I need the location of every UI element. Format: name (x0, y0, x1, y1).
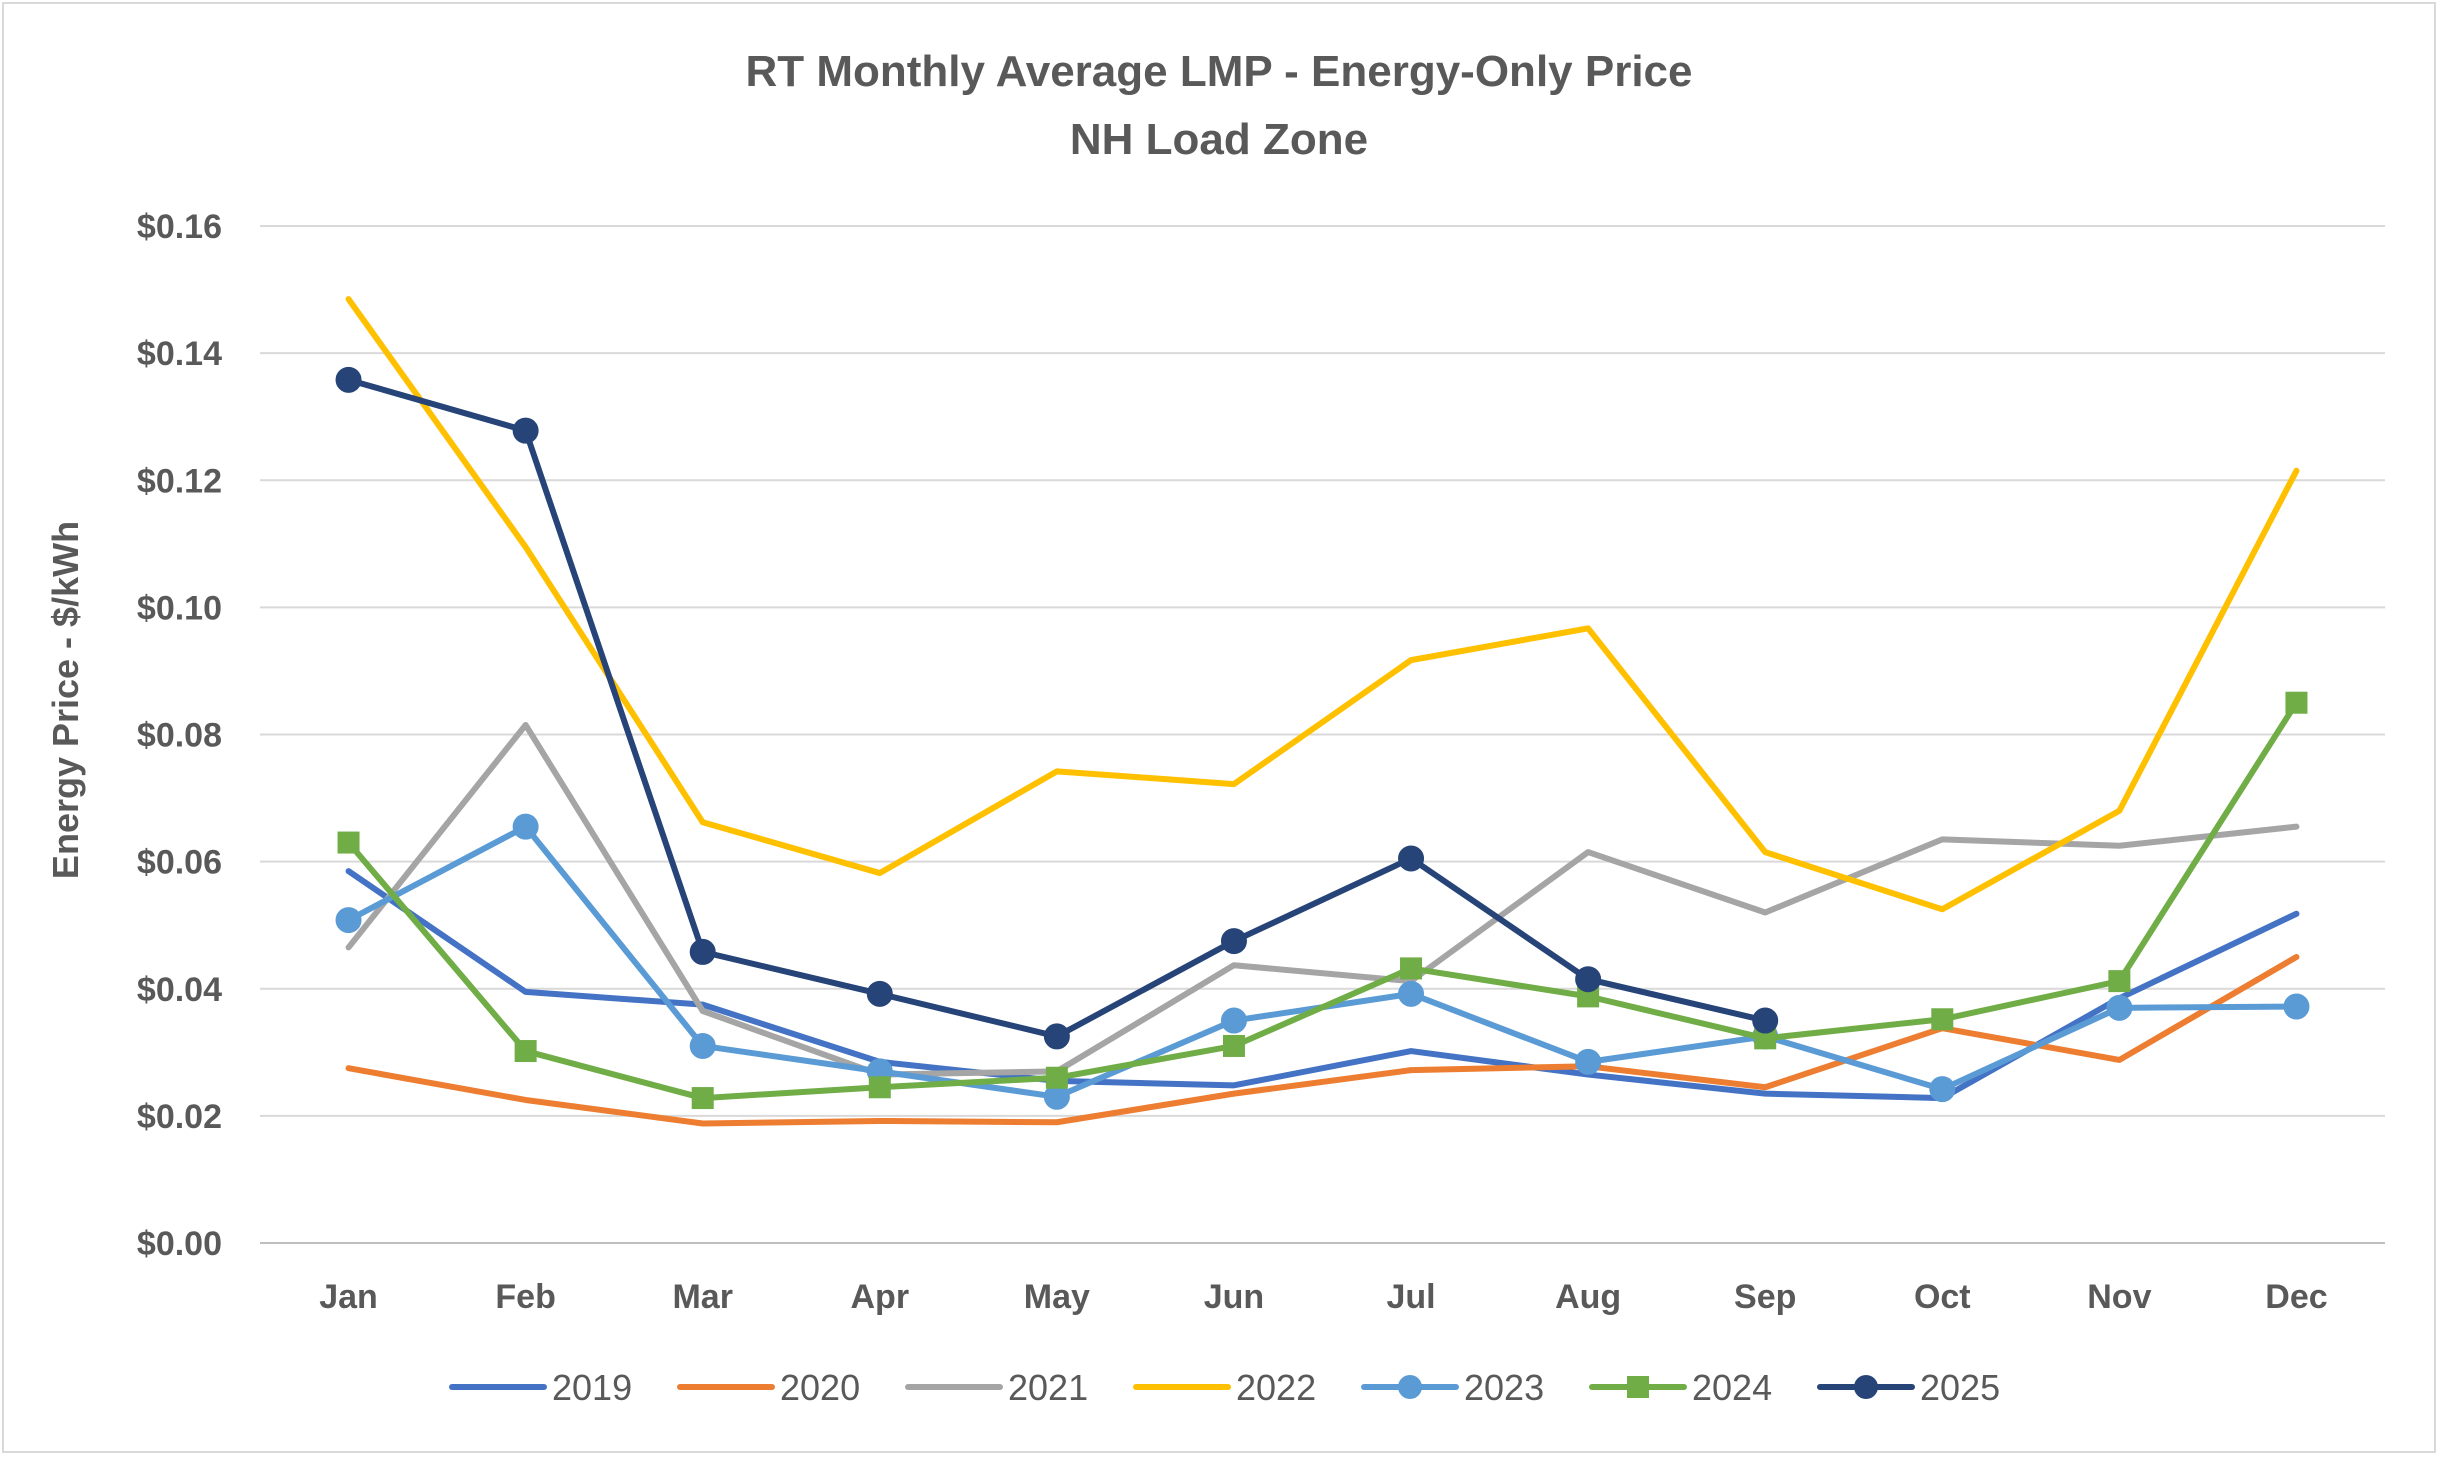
y-tick-label: $0.06 (137, 844, 222, 882)
y-tick-label: $0.12 (137, 462, 222, 500)
legend-label: 2022 (1236, 1367, 1316, 1408)
y-axis-ticks: $0.00 $0.02 $0.04 $0.06 $0.08 $0.10 $0.12 $0.14… (137, 208, 222, 1263)
data-point (1220, 1007, 1247, 1034)
data-point (868, 1076, 891, 1099)
data-point (512, 813, 539, 840)
y-tick-label: $0.16 (137, 208, 222, 246)
data-point (1043, 1023, 1070, 1050)
legend-item-2025: 2025 (1817, 1367, 2000, 1408)
x-tick-label: Oct (1914, 1278, 1971, 1316)
y-axis-title: Energy Price - $/kWh (45, 521, 86, 879)
x-tick-label: Jul (1386, 1278, 1435, 1316)
data-point (337, 831, 360, 854)
y-tick-label: $0.00 (137, 1225, 222, 1263)
data-point (689, 938, 716, 965)
series-line-2021 (345, 721, 2300, 1078)
series-2020 (345, 953, 2300, 1127)
series-2019 (345, 868, 2300, 1102)
series-2025 (335, 366, 1779, 1050)
x-tick-label: Jan (319, 1278, 378, 1316)
data-point (1929, 1076, 1956, 1103)
legend-label: 2024 (1692, 1367, 1772, 1408)
y-tick-label: $0.02 (137, 1098, 222, 1136)
data-point (335, 366, 362, 393)
series-lines (335, 296, 2310, 1127)
legend-label: 2019 (552, 1367, 632, 1408)
x-tick-label: Nov (2087, 1278, 2151, 1316)
data-point (512, 417, 539, 444)
legend-item-2023: 2023 (1361, 1367, 1544, 1408)
data-point (335, 907, 362, 934)
data-point (1752, 1007, 1779, 1034)
legend-marker (1398, 1375, 1422, 1399)
chart-title: RT Monthly Average LMP - Energy-Only Pri… (745, 47, 1692, 96)
x-tick-label: Dec (2265, 1278, 2327, 1316)
chart-subtitle: NH Load Zone (1070, 115, 1368, 164)
series-2021 (345, 721, 2300, 1078)
data-point (2106, 994, 2133, 1021)
gridlines (260, 225, 2385, 1244)
x-axis-ticks: Jan Feb Mar Apr May Jun Jul Aug Sep Oct Nov Dec (319, 1278, 2327, 1316)
series-line-2019 (345, 868, 2300, 1102)
legend-item-2021: 2021 (905, 1367, 1088, 1408)
x-tick-label: Mar (672, 1278, 732, 1316)
data-point (1045, 1066, 1068, 1089)
x-tick-label: May (1024, 1278, 1090, 1316)
legend-label: 2020 (780, 1367, 860, 1408)
data-point (866, 980, 893, 1007)
data-point (1398, 980, 1425, 1007)
legend-item-2020: 2020 (677, 1367, 860, 1408)
series-line-2024 (345, 699, 2300, 1102)
data-point (1220, 928, 1247, 955)
series-line-2020 (345, 953, 2300, 1127)
legend-item-2022: 2022 (1133, 1367, 1316, 1408)
data-point (1575, 1048, 1602, 1075)
legend-marker (1854, 1375, 1878, 1399)
legend-item-2019: 2019 (449, 1367, 632, 1408)
x-tick-label: Feb (495, 1278, 555, 1316)
x-tick-label: Jun (1204, 1278, 1264, 1316)
series-line-2025 (345, 376, 1769, 1040)
legend: 2019 2020 2021 2022 2023 2024 2025 (449, 1367, 2000, 1408)
y-tick-label: $0.10 (137, 589, 222, 627)
data-point (2108, 970, 2131, 993)
data-point (1931, 1008, 1954, 1031)
x-tick-label: Aug (1555, 1278, 1621, 1316)
series-line-2023 (345, 823, 2300, 1100)
x-tick-label: Sep (1734, 1278, 1796, 1316)
data-point (1575, 966, 1602, 993)
y-tick-label: $0.08 (137, 717, 222, 755)
y-tick-label: $0.04 (137, 971, 222, 1009)
x-tick-label: Apr (851, 1278, 910, 1316)
data-point (2283, 993, 2310, 1020)
data-point (514, 1040, 537, 1063)
data-point (1754, 1027, 1777, 1050)
data-point (689, 1032, 716, 1059)
legend-item-2024: 2024 (1589, 1367, 1772, 1408)
legend-label: 2025 (1920, 1367, 2000, 1408)
series-line-2022 (345, 296, 2300, 913)
y-tick-label: $0.14 (137, 335, 222, 373)
data-point (1398, 845, 1425, 872)
data-point (2285, 691, 2308, 714)
legend-label: 2023 (1464, 1367, 1544, 1408)
data-point (691, 1087, 714, 1110)
data-point (1222, 1034, 1245, 1057)
data-point (1400, 957, 1423, 980)
series-2022 (345, 296, 2300, 913)
series-2023 (335, 813, 2310, 1110)
legend-marker (1627, 1376, 1649, 1398)
legend-label: 2021 (1008, 1367, 1088, 1408)
